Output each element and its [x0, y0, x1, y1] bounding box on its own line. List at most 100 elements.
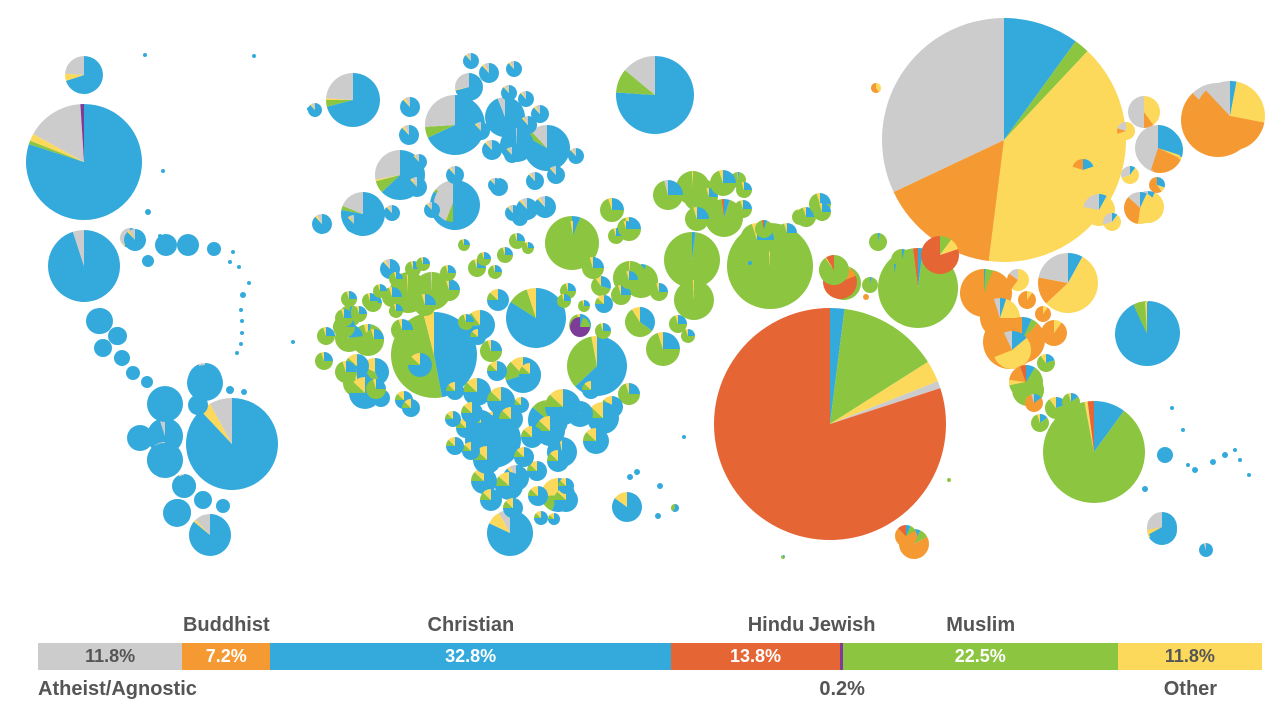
country-pie: [1148, 177, 1165, 194]
pie-slice: [1011, 269, 1030, 292]
pie-slice: [548, 514, 554, 519]
country-pie: [595, 295, 613, 313]
pie-slice: [505, 498, 513, 508]
country-pie: [673, 280, 715, 320]
pie-slice: [629, 271, 638, 280]
pie-slice: [671, 504, 675, 512]
pie-slice: [570, 317, 590, 337]
pie-slice: [704, 199, 743, 238]
bar-segment-hindu: 13.8%: [671, 643, 840, 670]
pie-slice: [861, 277, 878, 293]
country-pie: [25, 104, 142, 220]
pie-slice: [825, 257, 834, 270]
pie-slice: [1049, 397, 1056, 408]
country-pie: [1072, 159, 1094, 181]
pie-slice: [477, 252, 491, 267]
country-pie: [340, 291, 357, 307]
pie-slice: [406, 275, 408, 294]
pie-slice: [1062, 393, 1080, 412]
country-pie: [400, 97, 420, 118]
pie-slice: [393, 304, 396, 311]
pie-slice: [492, 265, 495, 272]
country-pie: [595, 323, 611, 339]
pie-slice: [618, 383, 640, 406]
pie-slice: [894, 264, 897, 273]
pie-slice: [599, 198, 624, 223]
country-pie: [382, 287, 403, 308]
pie-slice: [1087, 401, 1094, 452]
pie-slice: [141, 376, 153, 388]
country-pie: [477, 252, 491, 267]
country-pie: [681, 329, 695, 344]
pie-slice: [415, 257, 430, 272]
country-pie: [1170, 406, 1174, 410]
country-pie: [1034, 306, 1051, 322]
country-pie: [1117, 122, 1136, 140]
pie-slice: [470, 331, 478, 337]
pie-slice: [80, 104, 84, 162]
pie-slice: [364, 329, 384, 350]
pie-slice: [523, 426, 532, 437]
pie-slice: [947, 478, 951, 482]
pie-slice: [591, 402, 603, 418]
pie-slice: [463, 53, 479, 70]
country-pie: [463, 378, 491, 406]
pie-slice: [291, 340, 295, 344]
pie-slice: [504, 361, 523, 381]
country-pie: [235, 351, 239, 355]
pie-slice: [375, 175, 400, 193]
pie-slice: [672, 504, 680, 512]
country-pie: [509, 233, 525, 249]
pie-slice: [626, 271, 629, 280]
pie-slice: [480, 340, 502, 362]
country-pie: [65, 56, 103, 94]
pie-slice: [505, 85, 509, 93]
pie-slice: [177, 234, 199, 256]
country-pie: [528, 486, 548, 506]
label-atheist-agnostic: Atheist/Agnostic: [38, 678, 197, 700]
pie-slice: [528, 489, 538, 496]
pie-slice: [787, 223, 797, 233]
country-pie: [186, 398, 278, 490]
country-pie: [894, 525, 917, 547]
pie-slice: [195, 514, 210, 535]
country-pie: [479, 63, 499, 83]
pie-slice: [488, 265, 502, 279]
country-pie: [578, 300, 590, 312]
pie-slice: [617, 221, 634, 237]
pie-slice: [491, 178, 495, 185]
pie-slice: [1128, 96, 1144, 128]
pie-slice: [1247, 473, 1251, 477]
country-pie: [1247, 473, 1251, 477]
country-pie: [748, 261, 752, 265]
country-pie: [1238, 458, 1242, 462]
pie-slice: [1157, 177, 1165, 188]
country-pie: [616, 56, 695, 134]
pie-slice: [565, 283, 568, 291]
pie-slice: [142, 255, 154, 267]
pie-slice: [993, 332, 1012, 357]
pie-slice: [709, 170, 736, 196]
pie-slice: [347, 216, 354, 224]
pie-slice: [737, 172, 738, 180]
pie-slice: [1157, 447, 1173, 463]
pie-slice: [623, 221, 626, 229]
pie-slice: [675, 315, 678, 324]
pie-slice: [684, 207, 709, 231]
pie-slice: [391, 319, 413, 342]
pie-slice: [315, 215, 322, 224]
pie-slice: [748, 261, 752, 265]
pie-slice: [532, 400, 548, 420]
pie-slice: [584, 381, 591, 390]
pie-slice: [1009, 367, 1043, 399]
country-pie: [315, 352, 333, 370]
pie-slice: [1026, 365, 1036, 382]
pie-slice: [33, 104, 84, 162]
pie-slice: [446, 203, 453, 222]
pie-slice: [530, 486, 538, 496]
pie-slice: [448, 265, 456, 273]
pie-slice: [1117, 122, 1136, 140]
country-pie: [439, 265, 456, 281]
country-pie: [567, 336, 628, 397]
pie-slice: [439, 265, 456, 281]
